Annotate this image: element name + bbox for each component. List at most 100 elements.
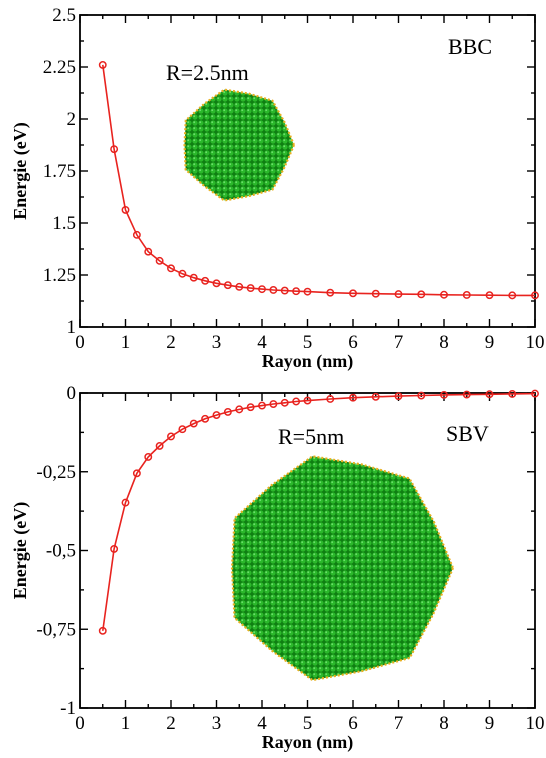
data-point [417, 391, 426, 400]
data-point [349, 393, 357, 402]
data-point [98, 626, 107, 635]
y-tick-label: -0,25 [36, 462, 76, 483]
y-tick-label: 1.75 [43, 161, 76, 182]
nanoparticle-inset [230, 455, 455, 682]
panel-label-top: BBC [448, 34, 492, 59]
data-point [144, 247, 153, 256]
data-point [440, 290, 448, 299]
data-point [110, 544, 119, 553]
y-tick-label: -0,5 [46, 541, 76, 562]
series-line [102, 392, 536, 631]
y-axis-label: Energie (eV) [10, 502, 31, 599]
x-tick-label: 10 [526, 713, 545, 734]
data-point [189, 273, 198, 282]
data-point [371, 392, 380, 401]
x-tick-label: 1 [121, 713, 131, 734]
plot-frame [79, 14, 536, 328]
data-point [280, 286, 289, 295]
data-point [167, 432, 175, 441]
inset-radius-label-top: R=2.5nm [166, 60, 249, 85]
data-point [132, 469, 141, 478]
x-tick-label: 0 [75, 713, 85, 734]
y-tick-label: -1 [60, 698, 76, 719]
data-point [440, 390, 448, 399]
x-tick-label: 9 [485, 332, 495, 353]
x-tick-label: 1 [121, 332, 131, 353]
data-point [121, 498, 130, 507]
series-line [102, 64, 535, 297]
data-point [394, 290, 403, 299]
y-tick-label: 1 [67, 317, 77, 338]
x-tick-label: 8 [439, 713, 449, 734]
data-point [485, 390, 494, 399]
data-point [178, 269, 187, 278]
data-point [155, 441, 164, 450]
data-point [280, 398, 289, 407]
data-point [235, 282, 244, 291]
y-tick-label: 2.25 [43, 57, 76, 78]
x-tick-label: 0 [75, 332, 85, 353]
data-point [223, 407, 232, 416]
data-point [201, 276, 210, 285]
x-tick-label: 6 [348, 332, 358, 353]
data-point [212, 279, 221, 288]
x-axis-label: Rayon (nm) [262, 732, 354, 753]
x-tick-label: 4 [257, 713, 267, 734]
x-axis-label: Rayon (nm) [262, 351, 354, 372]
x-tick-label: 3 [212, 332, 222, 353]
data-point [178, 425, 187, 434]
nanoparticle-inset [183, 88, 296, 202]
x-tick-label: 7 [394, 713, 404, 734]
y-tick-label: 1.25 [43, 265, 76, 286]
x-tick-label: 2 [166, 332, 176, 353]
data-point [201, 414, 210, 423]
data-point [508, 291, 517, 300]
x-tick-label: 5 [303, 332, 313, 353]
data-point [531, 389, 539, 398]
data-point [292, 397, 301, 406]
x-tick-label: 7 [394, 332, 404, 353]
inset-radius-label-bottom: R=5nm [278, 424, 344, 449]
data-point [417, 290, 426, 299]
data-point [235, 405, 244, 414]
data-point [326, 288, 335, 297]
data-point [292, 287, 301, 296]
y-tick-label: 2.5 [52, 5, 76, 26]
data-point [394, 392, 403, 401]
y-axis-label: Energie (eV) [10, 122, 31, 219]
y-tick-label: 1.5 [52, 213, 76, 234]
data-point [508, 389, 517, 398]
data-point [121, 205, 130, 214]
data-point [110, 145, 119, 154]
x-tick-label: 5 [303, 713, 313, 734]
y-tick-label: 0 [67, 383, 77, 404]
top-panel: BBC R=2.5nm 0 1 2 3 4 5 6 7 8 9 1011.251.51.7522.2… [10, 5, 545, 372]
x-tick-label: 2 [166, 713, 176, 734]
data-point [246, 284, 255, 293]
data-point [167, 264, 175, 273]
x-tick-label: 6 [348, 713, 358, 734]
data-point [531, 291, 539, 300]
data-point [269, 286, 278, 294]
data-point [485, 291, 494, 300]
x-tick-label: 3 [212, 713, 222, 734]
data-point [303, 287, 312, 296]
y-tick-label: 2 [67, 109, 77, 130]
x-tick-label: 9 [485, 713, 495, 734]
data-point [246, 403, 255, 412]
x-tick-label: 10 [526, 332, 545, 353]
data-point [258, 285, 266, 294]
data-point [132, 230, 141, 239]
panel-label-bottom: SBV [446, 421, 489, 446]
x-tick-label: 4 [257, 332, 267, 353]
data-point [303, 396, 312, 405]
data-point [155, 256, 164, 265]
data-point [462, 291, 471, 299]
data-point [371, 289, 380, 298]
data-point [258, 401, 266, 410]
data-point [144, 452, 153, 461]
data-point [189, 419, 198, 428]
data-point [269, 400, 278, 408]
